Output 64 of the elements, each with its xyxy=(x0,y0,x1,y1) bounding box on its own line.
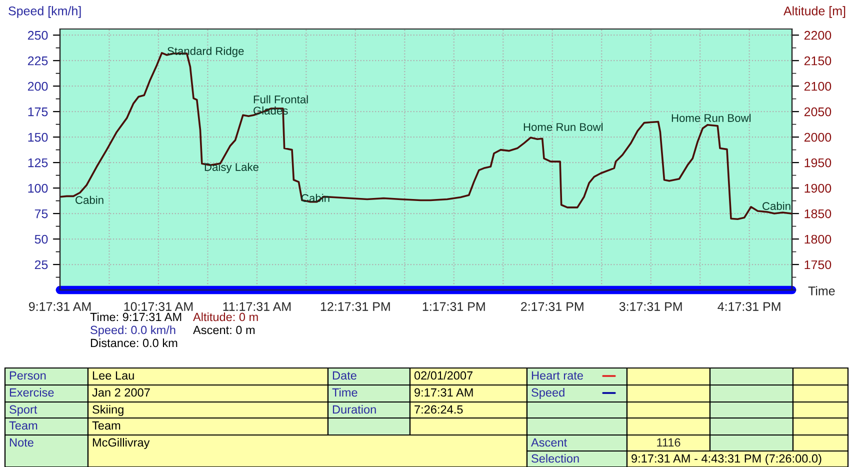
annotation: Cabin xyxy=(76,196,104,204)
y2-tick-label: 2100 xyxy=(804,82,832,91)
y2-axis-title: Altitude [m] xyxy=(784,6,846,18)
text: 7:26:24.5 xyxy=(414,405,463,414)
text: Date xyxy=(332,371,356,380)
text: Speed: 0.0 km/h xyxy=(90,325,176,337)
y-tick-label: 225 xyxy=(28,56,48,66)
text: Exercise xyxy=(10,388,54,397)
y2-tick-label: 1900 xyxy=(804,184,832,193)
text: Team xyxy=(92,421,120,430)
x-axis-title: Time xyxy=(808,286,835,296)
y2-tick-label: 2050 xyxy=(804,107,832,116)
annotation: Home Run Bowl xyxy=(524,122,603,131)
y2-tick-label: 2150 xyxy=(804,56,832,66)
y-tick-label: 250 xyxy=(28,30,48,40)
text: 02/01/2007 xyxy=(414,370,472,380)
text: Jan 2 2007 xyxy=(92,388,150,397)
text: 9:17:31 AM - 4:43:31 PM (7:26:00.0) xyxy=(632,454,822,465)
y2-tick-label: 1750 xyxy=(804,260,832,270)
y2-tick-label: 1800 xyxy=(804,234,832,244)
x-tick-label: 2:17:31 PM xyxy=(521,302,584,311)
text: McGillivray xyxy=(92,438,150,450)
text: 1116 xyxy=(657,438,680,447)
text: Speed xyxy=(532,388,564,400)
text: Time xyxy=(332,388,358,397)
y-tick-label: 175 xyxy=(28,108,48,116)
x-tick-label: 11:17:31 AM xyxy=(223,302,291,311)
text: Ascent xyxy=(531,438,568,447)
y2-tick-label: 2000 xyxy=(804,132,832,142)
x-tick-label: 4:17:31 PM xyxy=(718,302,780,311)
y2-tick-label: 1950 xyxy=(804,158,832,168)
text: Person xyxy=(10,371,46,380)
annotation: Standard Ridge xyxy=(168,46,244,58)
y2-tick-label: 2200 xyxy=(804,30,832,40)
text: Skiing xyxy=(92,405,124,416)
y-axis-title: Speed [km/h] xyxy=(8,6,81,18)
x-tick-label: 10:17:31 AM xyxy=(124,302,193,311)
x-tick-label: 12:17:31 PM xyxy=(320,302,390,311)
annotation: Daisy Lake xyxy=(204,162,258,174)
y-tick-label: 75 xyxy=(34,209,48,218)
text: Note xyxy=(10,438,34,447)
text: Altitude: 0 m xyxy=(193,312,258,322)
y-tick-label: 125 xyxy=(28,158,48,168)
annotation: Home Run Bowl xyxy=(672,114,751,122)
y-tick-label: 50 xyxy=(34,234,48,244)
text: 9:17:31 AM xyxy=(414,388,473,397)
text: Duration xyxy=(332,405,376,414)
y-tick-label: 200 xyxy=(28,82,48,91)
text: Distance: 0.0 km xyxy=(90,338,178,348)
annotation: Cabin xyxy=(762,202,790,210)
text: Selection xyxy=(532,454,579,463)
text: Heart rate xyxy=(532,371,583,380)
x-tick-label: 1:17:31 PM xyxy=(422,302,485,311)
y-tick-label: 100 xyxy=(28,184,48,193)
text: Team xyxy=(9,421,38,430)
x-tick-label: 3:17:31 PM xyxy=(619,302,682,311)
text: Sport xyxy=(10,405,38,416)
text: Lee Lau xyxy=(92,371,134,380)
y2-tick-label: 1850 xyxy=(804,209,832,218)
text: Ascent: 0 m xyxy=(193,326,255,334)
text: Time: 9:17:31 AM xyxy=(90,312,182,322)
x-tick-label: 9:17:31 AM xyxy=(28,302,91,311)
y-tick-label: 150 xyxy=(28,132,48,142)
y-tick-label: 25 xyxy=(34,260,48,270)
